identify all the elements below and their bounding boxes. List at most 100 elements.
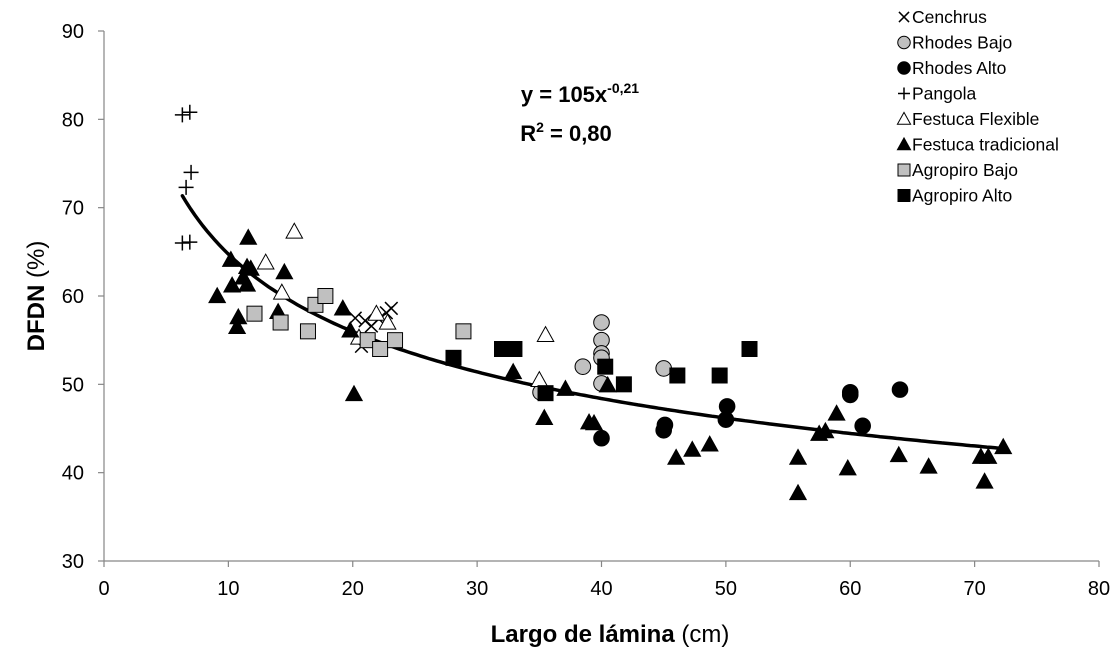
data-point [237,257,257,274]
data-point [221,250,240,267]
data-point [656,416,674,434]
data-point [227,317,247,335]
data-point [816,421,835,439]
legend-label: Agropiro Alto [912,186,1012,206]
legend-label: Cenchrus [912,7,987,27]
data-point [239,228,258,245]
data-point [178,179,194,195]
legend-marker [897,61,911,75]
y-axis-title: DFDN (%) [23,241,50,352]
data-point [975,472,994,489]
legend-label: Festuca Flexible [912,109,1039,129]
data-point [535,408,554,425]
data-point [536,325,555,342]
series-festuca-flexible [256,222,555,388]
data-point [718,398,736,415]
x-tick-label: 10 [217,578,239,600]
legend-marker [896,136,912,151]
legend-marker [897,189,911,202]
y-tick-label: 60 [62,286,84,308]
trendline-equation: y = 105x-0,21 [521,80,639,107]
data-point [372,341,389,357]
legend-item: Rhodes Bajo [897,33,1012,53]
data-point [711,367,728,384]
legend: Cenchrus Rhodes Bajo Rhodes Alto Pangola Fes… [896,7,1059,206]
data-point [367,304,386,321]
data-point [208,286,227,304]
x-tick-label: 30 [466,578,488,600]
data-point [919,457,938,474]
data-point [584,413,604,431]
data-point [891,381,909,398]
data-point [341,321,360,338]
legend-item: Festuca tradicional [896,135,1059,155]
legend-item: Agropiro Alto [897,186,1012,206]
data-point [275,262,294,280]
legend-item: Rhodes Alto [897,58,1006,78]
x-tick-label: 40 [590,578,612,600]
legend-label: Rhodes Bajo [912,33,1012,53]
data-point [598,375,617,393]
data-point [537,385,554,402]
data-point [667,448,686,465]
legend-marker [898,87,910,100]
data-point [272,314,289,331]
data-point [256,253,275,270]
data-point [272,283,291,300]
legend-marker [898,11,910,23]
legend-label: Agropiro Bajo [912,160,1018,180]
data-point [174,107,190,123]
y-tick-label: 80 [62,109,84,131]
data-point [597,358,614,375]
tick-labels: 30 40 50 60 70 80 90 0 10 20 30 40 50 60 70 80 [62,21,1110,600]
data-point [445,349,462,366]
series-agropiro-bajo [246,288,472,357]
trendline-layer [180,194,1005,451]
data-point [669,367,686,384]
y-tick-label: 50 [62,374,84,396]
data-point [838,458,857,476]
data-point [827,404,846,421]
data-point [655,360,672,377]
data-point [387,332,404,349]
series-agropiro-alto [445,341,758,402]
data-point [333,299,352,316]
data-point [299,323,316,340]
x-tick-label: 60 [839,578,861,600]
legend-label: Pangola [912,84,976,104]
data-point [994,437,1013,455]
data-point [683,440,702,457]
data-point [889,445,908,463]
legend-label: Festuca tradicional [912,135,1059,155]
data-point [593,314,610,331]
data-points [174,104,1013,501]
data-point [384,301,399,316]
x-tick-label: 0 [98,578,109,600]
data-point [788,448,808,465]
trendline [180,194,1005,451]
data-point [615,376,632,393]
x-tick-label: 70 [964,578,986,600]
data-point [246,305,263,322]
x-axis-title: Largo de lámina (cm) [491,621,730,647]
data-point [854,417,871,435]
data-point [741,341,758,357]
data-point [237,275,257,292]
data-point [223,276,242,293]
r-squared-label: R2 = 0,80 [520,119,612,146]
data-point [979,447,998,464]
data-point [317,288,334,304]
data-point [455,323,472,340]
legend-item: Agropiro Bajo [897,160,1018,180]
data-point [229,307,248,325]
data-point [788,483,808,501]
y-tick-label: 70 [62,198,84,220]
legend-marker [896,111,912,125]
x-tick-label: 80 [1088,578,1110,600]
x-tick-label: 20 [342,578,364,600]
data-point [506,341,523,357]
series-rhodes-alto [593,381,909,447]
series-pangola [174,104,199,251]
data-point [183,164,199,180]
